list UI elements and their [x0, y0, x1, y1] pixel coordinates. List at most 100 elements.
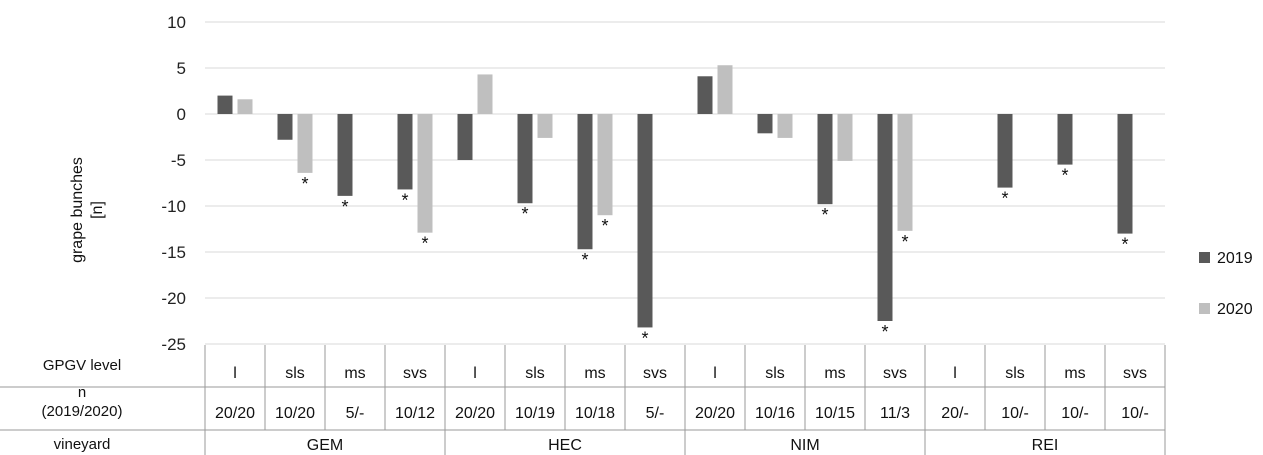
legend-swatch-2019 [1199, 252, 1210, 263]
sample-size-cell: 10/- [1061, 405, 1089, 422]
bar-2019 [1057, 114, 1073, 165]
bar-2019 [397, 114, 413, 190]
sample-size-cell: 5/- [346, 405, 365, 422]
sample-size-cell: 10/- [1121, 405, 1149, 422]
y-tick-label: 5 [177, 59, 186, 78]
bar-2019 [517, 114, 533, 204]
bar-2020 [837, 114, 853, 161]
sample-size-cell: 20/- [941, 405, 969, 422]
sample-size-cell: 20/20 [695, 405, 735, 422]
y-tick-label: -5 [171, 151, 186, 170]
vineyard-cell: GEM [307, 437, 343, 454]
vineyard-cell: REI [1032, 437, 1059, 454]
y-axis-label-line: [n] [89, 201, 106, 219]
gpgv-level-cell: sls [285, 365, 305, 382]
significance-star: * [1121, 235, 1128, 255]
vineyard-cell: HEC [548, 437, 582, 454]
gpgv-level-cell: svs [883, 365, 907, 382]
gpgv-level-cell: sls [1005, 365, 1025, 382]
gpgv-level-cell: ms [344, 365, 365, 382]
bar-2020 [537, 114, 553, 138]
significance-star: * [1061, 166, 1068, 186]
bar-2019 [277, 114, 293, 140]
sample-size-cell: 10/18 [575, 405, 615, 422]
sample-size-cell: 10/- [1001, 405, 1029, 422]
bar-2019 [757, 114, 773, 134]
y-tick-label: -20 [161, 289, 186, 308]
row-label-gpgv-level: GPGV level [43, 357, 121, 374]
bars [217, 65, 1133, 328]
bar-2020 [297, 114, 313, 173]
y-tick-label: -15 [161, 243, 186, 262]
row-label-vineyard: vineyard [54, 436, 111, 453]
bar-2019 [577, 114, 593, 250]
bar-2019 [637, 114, 653, 328]
y-axis-ticks: 10 5 0 -5 -10 -15 -20 -25 [161, 13, 186, 354]
gpgv-level-cell: ms [1064, 365, 1085, 382]
bar-2020 [597, 114, 613, 216]
row-label-n-years: (2019/2020) [42, 403, 123, 420]
sample-size-cell: 10/12 [395, 405, 435, 422]
bar-2019 [697, 76, 713, 114]
category-table: l sls ms svs l sls ms svs l sls ms svs l sls ms svs 20/2… [0, 345, 1166, 455]
sample-size-cell: 20/20 [455, 405, 495, 422]
y-tick-label: -10 [161, 197, 186, 216]
gpgv-level-cell: svs [403, 365, 427, 382]
sample-size-cell: 10/16 [755, 405, 795, 422]
legend-label-2019: 2019 [1217, 250, 1253, 267]
gridlines [205, 21, 1165, 345]
gpgv-level-cell: l [473, 365, 477, 382]
gpgv-level-cell: ms [824, 365, 845, 382]
bar-2019 [1117, 114, 1133, 234]
bar-2019 [337, 114, 353, 196]
gpgv-level-cell: sls [525, 365, 545, 382]
sample-size-cell: 20/20 [215, 405, 255, 422]
vineyard-cell: NIM [790, 437, 819, 454]
bar-2020 [717, 65, 733, 114]
significance-star: * [421, 234, 428, 254]
significance-star: * [901, 232, 908, 252]
bar-2019 [457, 114, 473, 160]
bar-2020 [237, 99, 253, 114]
sample-size-cell: 10/15 [815, 405, 855, 422]
gpgv-level-cell: l [233, 365, 237, 382]
significance-star: * [401, 190, 408, 210]
significance-star: * [641, 328, 648, 348]
y-tick-label: 10 [167, 13, 186, 32]
significance-star: * [821, 205, 828, 225]
sample-size-cell: 5/- [646, 405, 665, 422]
y-tick-label: 0 [177, 105, 186, 124]
gpgv-level-cell: sls [765, 365, 785, 382]
legend-swatch-2020 [1199, 303, 1210, 314]
bar-2019 [997, 114, 1013, 188]
significance-markers: * * * * * * * * * * * * * * [301, 166, 1128, 349]
row-label-n: n [78, 384, 86, 401]
y-axis-label-line: grape bunches [69, 157, 86, 263]
y-tick-label: -25 [161, 335, 186, 354]
legend-label-2020: 2020 [1217, 301, 1253, 318]
gpgv-level-cell: l [953, 365, 957, 382]
bar-2020 [897, 114, 913, 231]
bar-2020 [477, 74, 493, 114]
gpgv-level-cell: l [713, 365, 717, 382]
sample-size-cell: 11/3 [880, 405, 910, 422]
bar-2020 [417, 114, 433, 233]
significance-star: * [521, 204, 528, 224]
significance-star: * [581, 250, 588, 270]
gpgv-level-cell: ms [584, 365, 605, 382]
sample-size-cell: 10/20 [275, 405, 315, 422]
sample-size-cell: 10/19 [515, 405, 555, 422]
legend: 2019 2020 [1199, 250, 1253, 318]
gpgv-level-cell: svs [643, 365, 667, 382]
significance-star: * [301, 174, 308, 194]
significance-star: * [881, 322, 888, 342]
significance-star: * [341, 197, 348, 217]
significance-star: * [1001, 189, 1008, 209]
gpgv-level-cell: svs [1123, 365, 1147, 382]
bar-2019 [217, 95, 233, 114]
bar-2019 [817, 114, 833, 205]
significance-star: * [601, 216, 608, 236]
bar-2020 [777, 114, 793, 138]
y-axis-label: grape bunches [n] [69, 157, 106, 263]
